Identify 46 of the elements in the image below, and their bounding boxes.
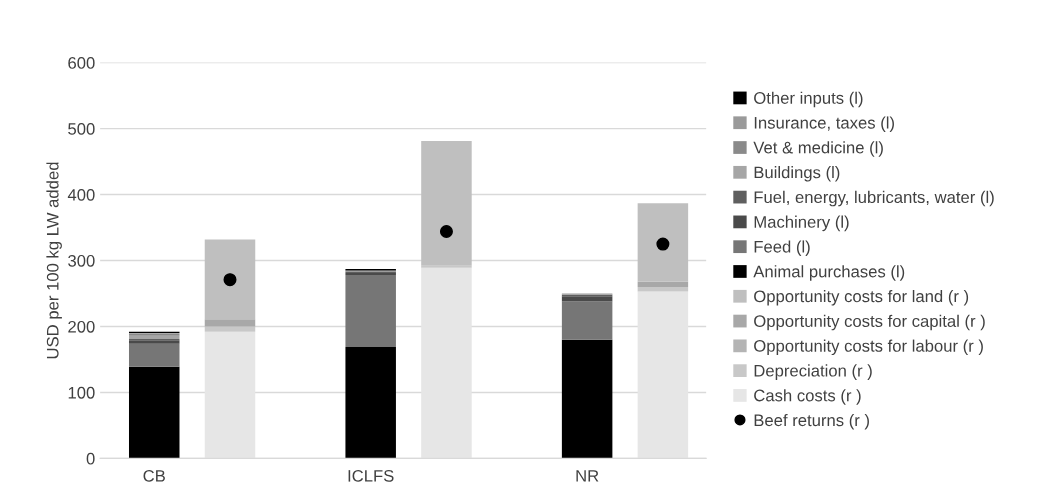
legend-label: Opportunity costs for labour (r ) — [754, 339, 983, 356]
bar — [637, 203, 689, 282]
y-tick-label: 500 — [68, 122, 95, 135]
point — [656, 237, 670, 251]
y-tick-label: 200 — [68, 320, 95, 333]
bar — [204, 326, 256, 332]
bar — [128, 366, 180, 459]
bar — [204, 331, 256, 459]
legend-label: Cash costs (r ) — [754, 389, 861, 405]
legend-label: Buildings (l) — [754, 166, 840, 182]
point — [223, 273, 237, 287]
legend-label: Machinery (l) — [754, 215, 849, 232]
x-tick-label: ICLFS — [348, 469, 394, 482]
x-tick-label: CB — [143, 469, 165, 482]
legend-label: Other inputs (l) — [754, 91, 863, 108]
bar — [345, 346, 396, 459]
bar — [128, 335, 180, 340]
y-tick-label: 600 — [68, 57, 95, 69]
legend-label: Fuel, energy, lubricants, water (l) — [754, 190, 994, 207]
legend-label: Animal purchases (l) — [753, 265, 905, 281]
bar — [204, 239, 256, 320]
y-axis-title: USD per 100 kg LW added — [46, 162, 62, 359]
bar — [561, 301, 613, 340]
legend-label: Feed (l) — [754, 240, 810, 256]
x-tick-label: NR — [576, 470, 599, 482]
bar — [561, 296, 613, 302]
bar — [637, 291, 689, 459]
legend-label: Depreciation (r ) — [754, 364, 872, 380]
bar — [421, 141, 472, 266]
legend-label: Opportunity costs for capital (r ) — [754, 314, 985, 331]
y-tick-label: 100 — [68, 386, 95, 399]
bar — [128, 343, 180, 367]
bar — [345, 275, 396, 347]
legend-label: Insurance, taxes (l) — [754, 116, 894, 132]
y-tick-label: 400 — [67, 188, 95, 201]
bar — [421, 267, 472, 459]
bar — [561, 339, 613, 459]
bar — [204, 319, 256, 327]
point — [439, 224, 453, 239]
legend-label: Beef returns (r ) — [754, 413, 869, 430]
bar — [637, 281, 689, 287]
legend-label: Vet & medicine (l) — [753, 141, 883, 157]
y-tick-label: 0 — [86, 452, 95, 465]
legend-label: Opportunity costs for land (r ) — [754, 289, 969, 306]
bar — [637, 286, 689, 292]
y-tick-label: 300 — [68, 254, 95, 267]
